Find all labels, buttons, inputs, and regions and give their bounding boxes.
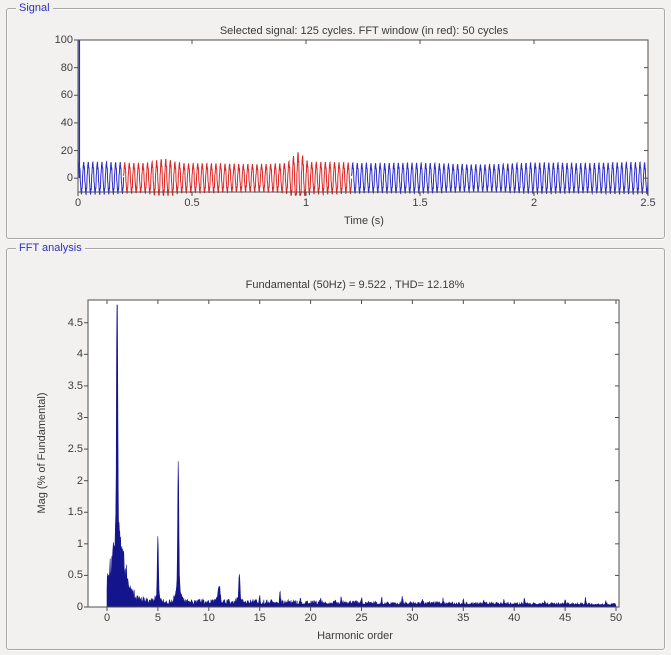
- fft-y-tick-4: 2: [76, 474, 83, 487]
- signal-y-tick-5: 100: [54, 34, 73, 46]
- fft-y-tick-1: 0.5: [67, 569, 83, 582]
- fft-xaxis-label: Harmonic order: [317, 630, 393, 642]
- signal-x-tick-0: 0: [74, 197, 82, 209]
- fft-analysis-panel: FFT analysis: [6, 242, 665, 650]
- signal-plot-title: Selected signal: 125 cycles. FFT window …: [219, 25, 509, 37]
- fft-y-tick-0: 0: [76, 601, 83, 613]
- fft-x-tick-10: 50: [609, 612, 623, 624]
- fft-x-tick-0: 0: [103, 612, 111, 624]
- signal-x-tick-2: 1: [302, 197, 310, 209]
- fft-x-tick-8: 40: [508, 612, 521, 624]
- fft-x-tick-2: 10: [202, 612, 215, 624]
- fft-y-tick-9: 4.5: [67, 316, 83, 329]
- signal-y-tick-1: 20: [60, 144, 73, 157]
- fft-yaxis-label: Mag (% of Fundamental): [36, 392, 48, 514]
- fft-x-tick-3: 15: [253, 612, 266, 624]
- fft-x-tick-9: 45: [558, 612, 572, 624]
- signal-y-tick-3: 60: [60, 89, 73, 102]
- signal-x-tick-5: 2.5: [640, 197, 656, 209]
- fft-y-tick-5: 2.5: [67, 443, 83, 456]
- signal-y-tick-2: 40: [60, 116, 73, 129]
- fft-y-tick-2: 1: [76, 537, 83, 550]
- fft-y-tick-8: 4: [76, 348, 83, 361]
- fft-analysis-panel-label: FFT analysis: [16, 242, 85, 255]
- fft-x-tick-1: 5: [154, 612, 161, 624]
- fft-x-tick-5: 25: [355, 612, 368, 624]
- fft-y-tick-6: 3: [76, 411, 83, 424]
- fft-x-tick-7: 35: [457, 612, 470, 624]
- fft-y-tick-7: 3.5: [67, 379, 83, 392]
- signal-x-tick-4: 2: [530, 197, 538, 209]
- fft-x-tick-6: 30: [406, 612, 419, 624]
- signal-y-tick-4: 80: [60, 61, 73, 74]
- signal-panel-label: Signal: [16, 2, 53, 15]
- signal-x-tick-3: 1.5: [412, 197, 428, 209]
- signal-x-tick-1: 0.5: [184, 197, 200, 209]
- fft-x-tick-4: 20: [304, 612, 317, 624]
- signal-xaxis-label: Time (s): [344, 215, 384, 227]
- signal-panel: Signal: [6, 2, 665, 239]
- signal-y-tick-0: 0: [66, 172, 73, 185]
- fft-y-tick-3: 1.5: [67, 506, 83, 519]
- fft-plot-title: Fundamental (50Hz) = 9.522 , THD= 12.18%: [245, 279, 465, 291]
